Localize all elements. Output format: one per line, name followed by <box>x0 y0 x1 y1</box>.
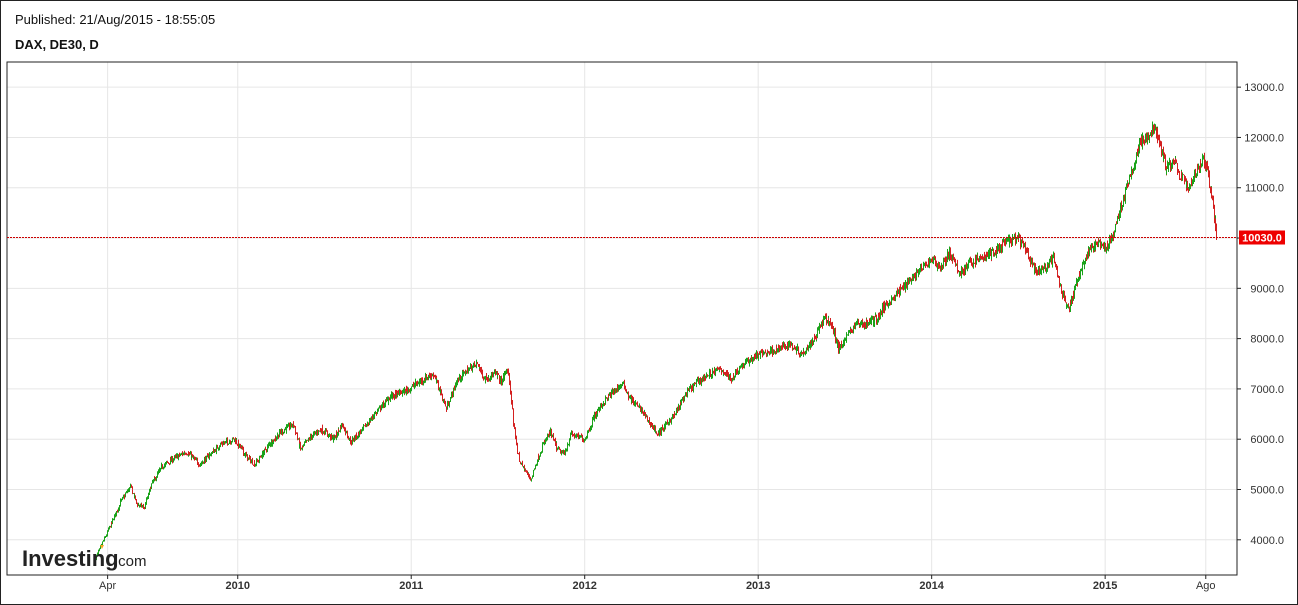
x-axis: Apr 2010 2011 2012 2013 2014 2015 Ago <box>99 575 1216 592</box>
x-tick-label: 2013 <box>746 580 770 592</box>
y-tick-label: 9000.0 <box>1250 283 1284 295</box>
current-price-badge <box>1239 230 1285 245</box>
y-axis: 4000.05000.06000.07000.08000.09000.01000… <box>1237 82 1284 547</box>
y-tick-label: 11000.0 <box>1245 183 1284 195</box>
x-tick-label: 2014 <box>919 580 944 592</box>
instrument-title: DAX, DE30, D <box>15 37 99 52</box>
x-tick-label: Apr <box>99 580 116 592</box>
published-timestamp: Published: 21/Aug/2015 - 18:55:05 <box>15 12 216 27</box>
x-tick-label: 2015 <box>1093 580 1117 592</box>
current-price-label: 10030.0 <box>1242 233 1282 245</box>
x-tick-label: 2012 <box>572 580 596 592</box>
plot-area-border <box>6 61 1238 576</box>
y-tick-label: 8000.0 <box>1250 334 1284 346</box>
y-tick-label: 13000.0 <box>1244 82 1284 94</box>
logo-main: Investing <box>22 546 119 571</box>
y-tick-label: 4000.0 <box>1250 535 1284 547</box>
candlestick-series <box>95 121 1217 561</box>
logo-suffix: .com <box>114 553 147 570</box>
current-price-marker: 10030.0 <box>7 230 1285 245</box>
y-tick-label: 12000.0 <box>1244 132 1284 144</box>
x-tick-label: 2010 <box>225 580 249 592</box>
y-tick-label: 5000.0 <box>1250 485 1284 497</box>
logo-accent-icon <box>100 545 104 549</box>
x-tick-label: Ago <box>1196 580 1216 592</box>
y-tick-label: 6000.0 <box>1250 434 1284 446</box>
investing-logo[interactable]: Investing .com <box>22 545 147 571</box>
grid-lines <box>7 62 1237 575</box>
x-tick-label: 2011 <box>399 580 423 592</box>
y-tick-label: 7000.0 <box>1250 384 1284 396</box>
